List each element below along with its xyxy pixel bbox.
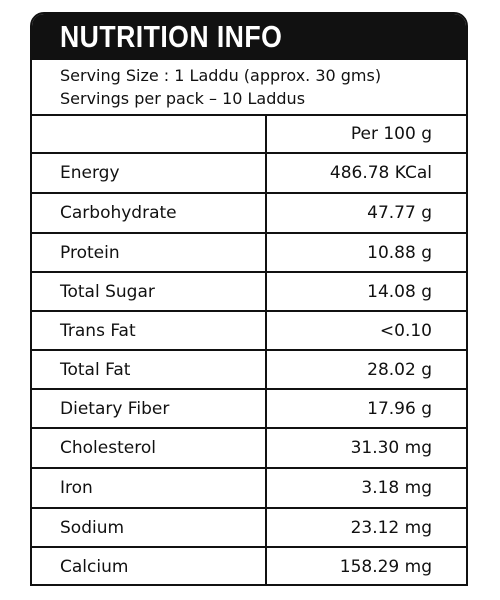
table-header-value: Per 100 g (350, 124, 432, 144)
nutrient-label: Sodium (32, 509, 267, 546)
servings-per-pack-text: Servings per pack – 10 Laddus (60, 89, 306, 108)
nutrient-label: Total Fat (32, 351, 267, 388)
nutrition-table: Per 100 g Energy 486.78 KCal Carbohydrate 4… (32, 116, 466, 584)
nutrient-label: Calcium (32, 548, 267, 584)
table-row: Iron 3.18 mg (32, 469, 466, 509)
nutrient-value: 14.08 g (367, 281, 432, 302)
nutrient-value: 31.30 mg (350, 438, 432, 458)
panel-title: NUTRITION INFO (60, 19, 283, 54)
nutrient-label: Energy (32, 154, 267, 192)
nutrient-label: Cholesterol (32, 429, 267, 467)
table-row: Trans Fat <0.10 (32, 312, 466, 351)
serving-size-text: Serving Size : 1 Laddu (approx. 30 gms) (60, 66, 382, 85)
nutrient-value: 47.77 g (367, 203, 432, 223)
panel-header: NUTRITION INFO (32, 14, 466, 60)
nutrient-label: Trans Fat (32, 312, 267, 349)
table-row: Protein 10.88 g (32, 234, 466, 273)
nutrient-value: 10.88 g (367, 242, 432, 263)
table-row: Sodium 23.12 mg (32, 509, 466, 548)
nutrient-value: 23.12 mg (350, 517, 432, 538)
table-row: Cholesterol 31.30 mg (32, 429, 466, 469)
serving-info: Serving Size : 1 Laddu (approx. 30 gms) … (32, 60, 466, 116)
nutrient-label: Protein (32, 234, 267, 271)
nutrient-label: Total Sugar (32, 273, 267, 310)
table-header-row: Per 100 g (32, 116, 466, 154)
table-row: Carbohydrate 47.77 g (32, 194, 466, 234)
nutrition-info-panel: NUTRITION INFO Serving Size : 1 Laddu (a… (30, 12, 468, 586)
nutrient-value: 486.78 KCal (329, 163, 432, 183)
table-row: Total Sugar 14.08 g (32, 273, 466, 312)
table-header-label (32, 116, 267, 152)
table-row: Total Fat 28.02 g (32, 351, 466, 390)
nutrient-label: Dietary Fiber (32, 390, 267, 427)
table-row: Calcium 158.29 mg (32, 548, 466, 584)
nutrient-value: 3.18 mg (361, 478, 432, 498)
nutrient-label: Carbohydrate (32, 194, 267, 232)
nutrient-value: 158.29 mg (339, 557, 432, 577)
nutrient-label: Iron (32, 469, 267, 507)
nutrient-value: <0.10 (379, 320, 432, 341)
table-row: Dietary Fiber 17.96 g (32, 390, 466, 429)
nutrient-value: 17.96 g (367, 398, 432, 419)
nutrient-value: 28.02 g (367, 359, 432, 380)
table-row: Energy 486.78 KCal (32, 154, 466, 194)
